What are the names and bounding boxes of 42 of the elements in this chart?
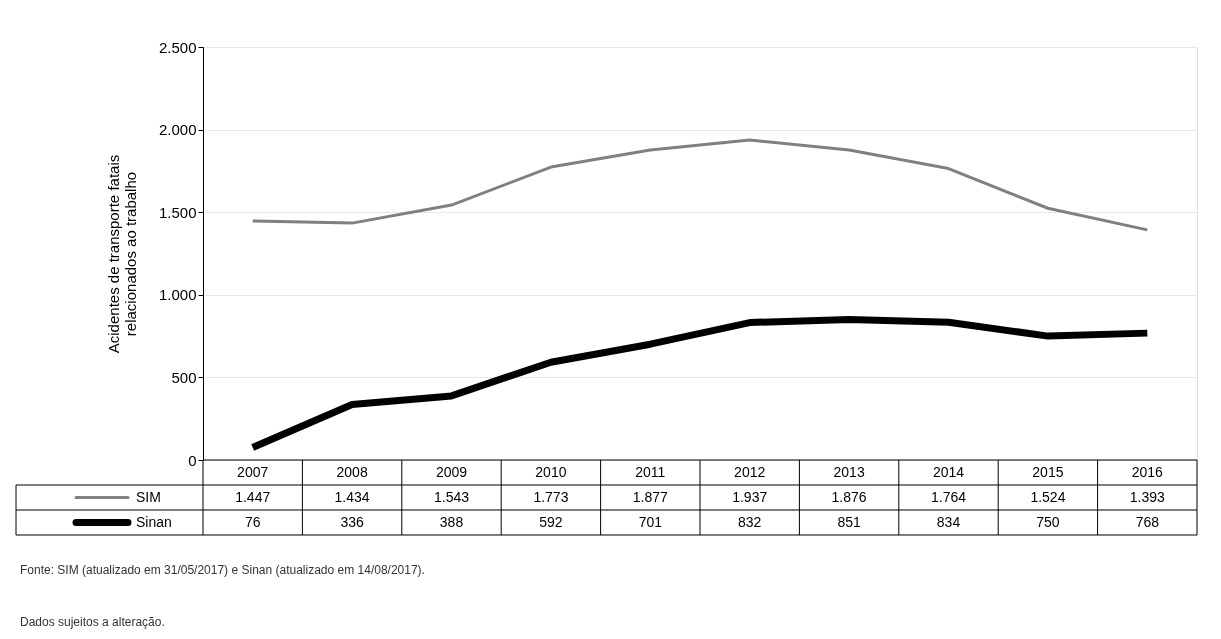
x-tick-label: 2012 <box>734 463 766 480</box>
data-label: 336 <box>340 513 364 530</box>
data-label: 768 <box>1135 513 1160 530</box>
x-tick-label: 2010 <box>535 463 567 480</box>
x-tick-label: 2008 <box>336 463 368 480</box>
y-tick-label: 0 <box>188 451 197 469</box>
data-label: 1.524 <box>1030 488 1066 505</box>
y-tick-label: 2.000 <box>158 121 197 139</box>
data-label: 1.393 <box>1129 488 1166 505</box>
x-tick-label: 2016 <box>1131 463 1164 480</box>
y-tick-label: 1.500 <box>158 203 197 221</box>
data-label: 1.937 <box>732 488 768 505</box>
data-label: 592 <box>539 513 563 530</box>
data-label: 1.877 <box>632 488 669 505</box>
data-label: 1.543 <box>433 488 470 505</box>
data-label: 76 <box>244 513 261 530</box>
data-label: 701 <box>638 513 663 530</box>
data-label: 1.434 <box>334 488 370 505</box>
data-label: 750 <box>1036 513 1060 530</box>
data-label: 851 <box>837 513 861 530</box>
data-label: 1.447 <box>235 488 271 505</box>
source-note: Fonte: SIM (atualizado em 31/05/2017) e Sinan (atualizado em 14/08/2017). <box>20 563 425 577</box>
y-tick-label: 2.500 <box>158 38 197 56</box>
data-label: 388 <box>439 513 464 530</box>
data-label: 1.876 <box>831 488 867 505</box>
x-tick-label: 2009 <box>435 463 468 480</box>
data-label: 1.773 <box>533 488 569 505</box>
x-tick-label: 2011 <box>635 463 666 480</box>
data-label: 832 <box>738 513 762 530</box>
legend-label: SIM <box>136 488 161 505</box>
text: Dados sujeitos a alteração. <box>20 615 165 629</box>
legend-label: Sinan <box>136 513 172 530</box>
line-series <box>251 138 1149 232</box>
data-label: 1.764 <box>930 488 967 505</box>
y-axis-title: Acidentes de transporte fatais relacionados ao trabalho <box>104 154 139 354</box>
y-tick-label: 1.000 <box>158 286 197 304</box>
x-tick-label: 2013 <box>833 463 865 480</box>
y-tick-label: 500 <box>171 368 197 386</box>
data-label: 834 <box>936 513 961 530</box>
x-tick-label: 2007 <box>237 463 269 480</box>
x-tick-label: 2015 <box>1032 463 1064 480</box>
x-tick-label: 2014 <box>932 463 965 480</box>
